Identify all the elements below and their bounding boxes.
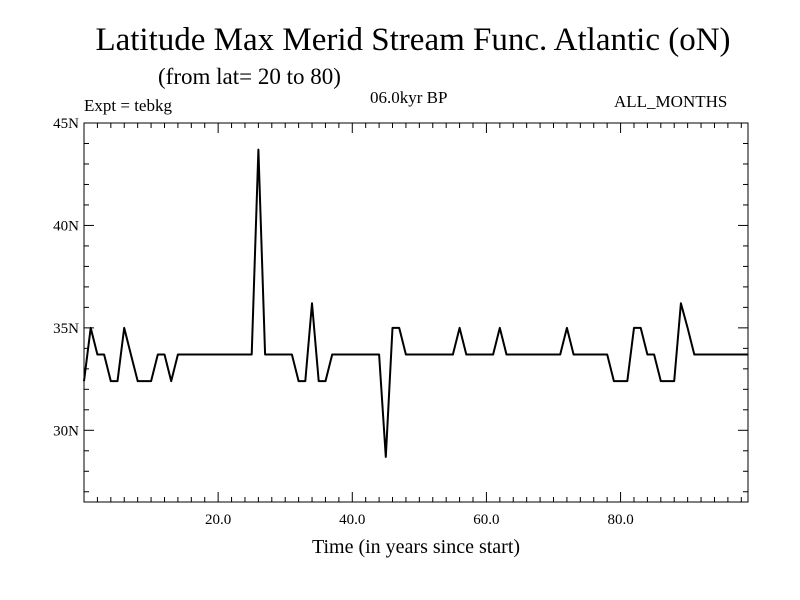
plot-frame <box>83 122 749 503</box>
x-tick-label: 40.0 <box>339 512 365 528</box>
series-line-tebkg <box>83 148 748 458</box>
y-tick-label: 35N <box>53 321 79 337</box>
minor-ticks <box>84 123 748 502</box>
period-label: 06.0kyr BP <box>370 88 448 107</box>
y-tick-label: 45N <box>53 116 79 132</box>
y-tick-label: 40N <box>53 218 79 234</box>
x-tick-label: 20.0 <box>205 512 231 528</box>
tick-labels: 20.0 40.0 60.0 80.0 30N 35N 40N 45N <box>53 116 634 528</box>
series-layer <box>83 148 748 458</box>
major-ticks <box>84 122 748 502</box>
chart-title: Latitude Max Merid Stream Func. Atlantic… <box>95 22 731 58</box>
chart-subtitle: (from lat= 20 to 80) <box>158 64 341 89</box>
months-label: ALL_MONTHS <box>614 92 728 111</box>
x-axis-label: Time (in years since start) <box>311 536 521 558</box>
experiment-label: Expt = tebkg <box>84 96 172 115</box>
y-tick-label: 30N <box>53 423 79 439</box>
x-tick-label: 80.0 <box>607 512 633 528</box>
x-tick-label: 60.0 <box>473 512 499 528</box>
